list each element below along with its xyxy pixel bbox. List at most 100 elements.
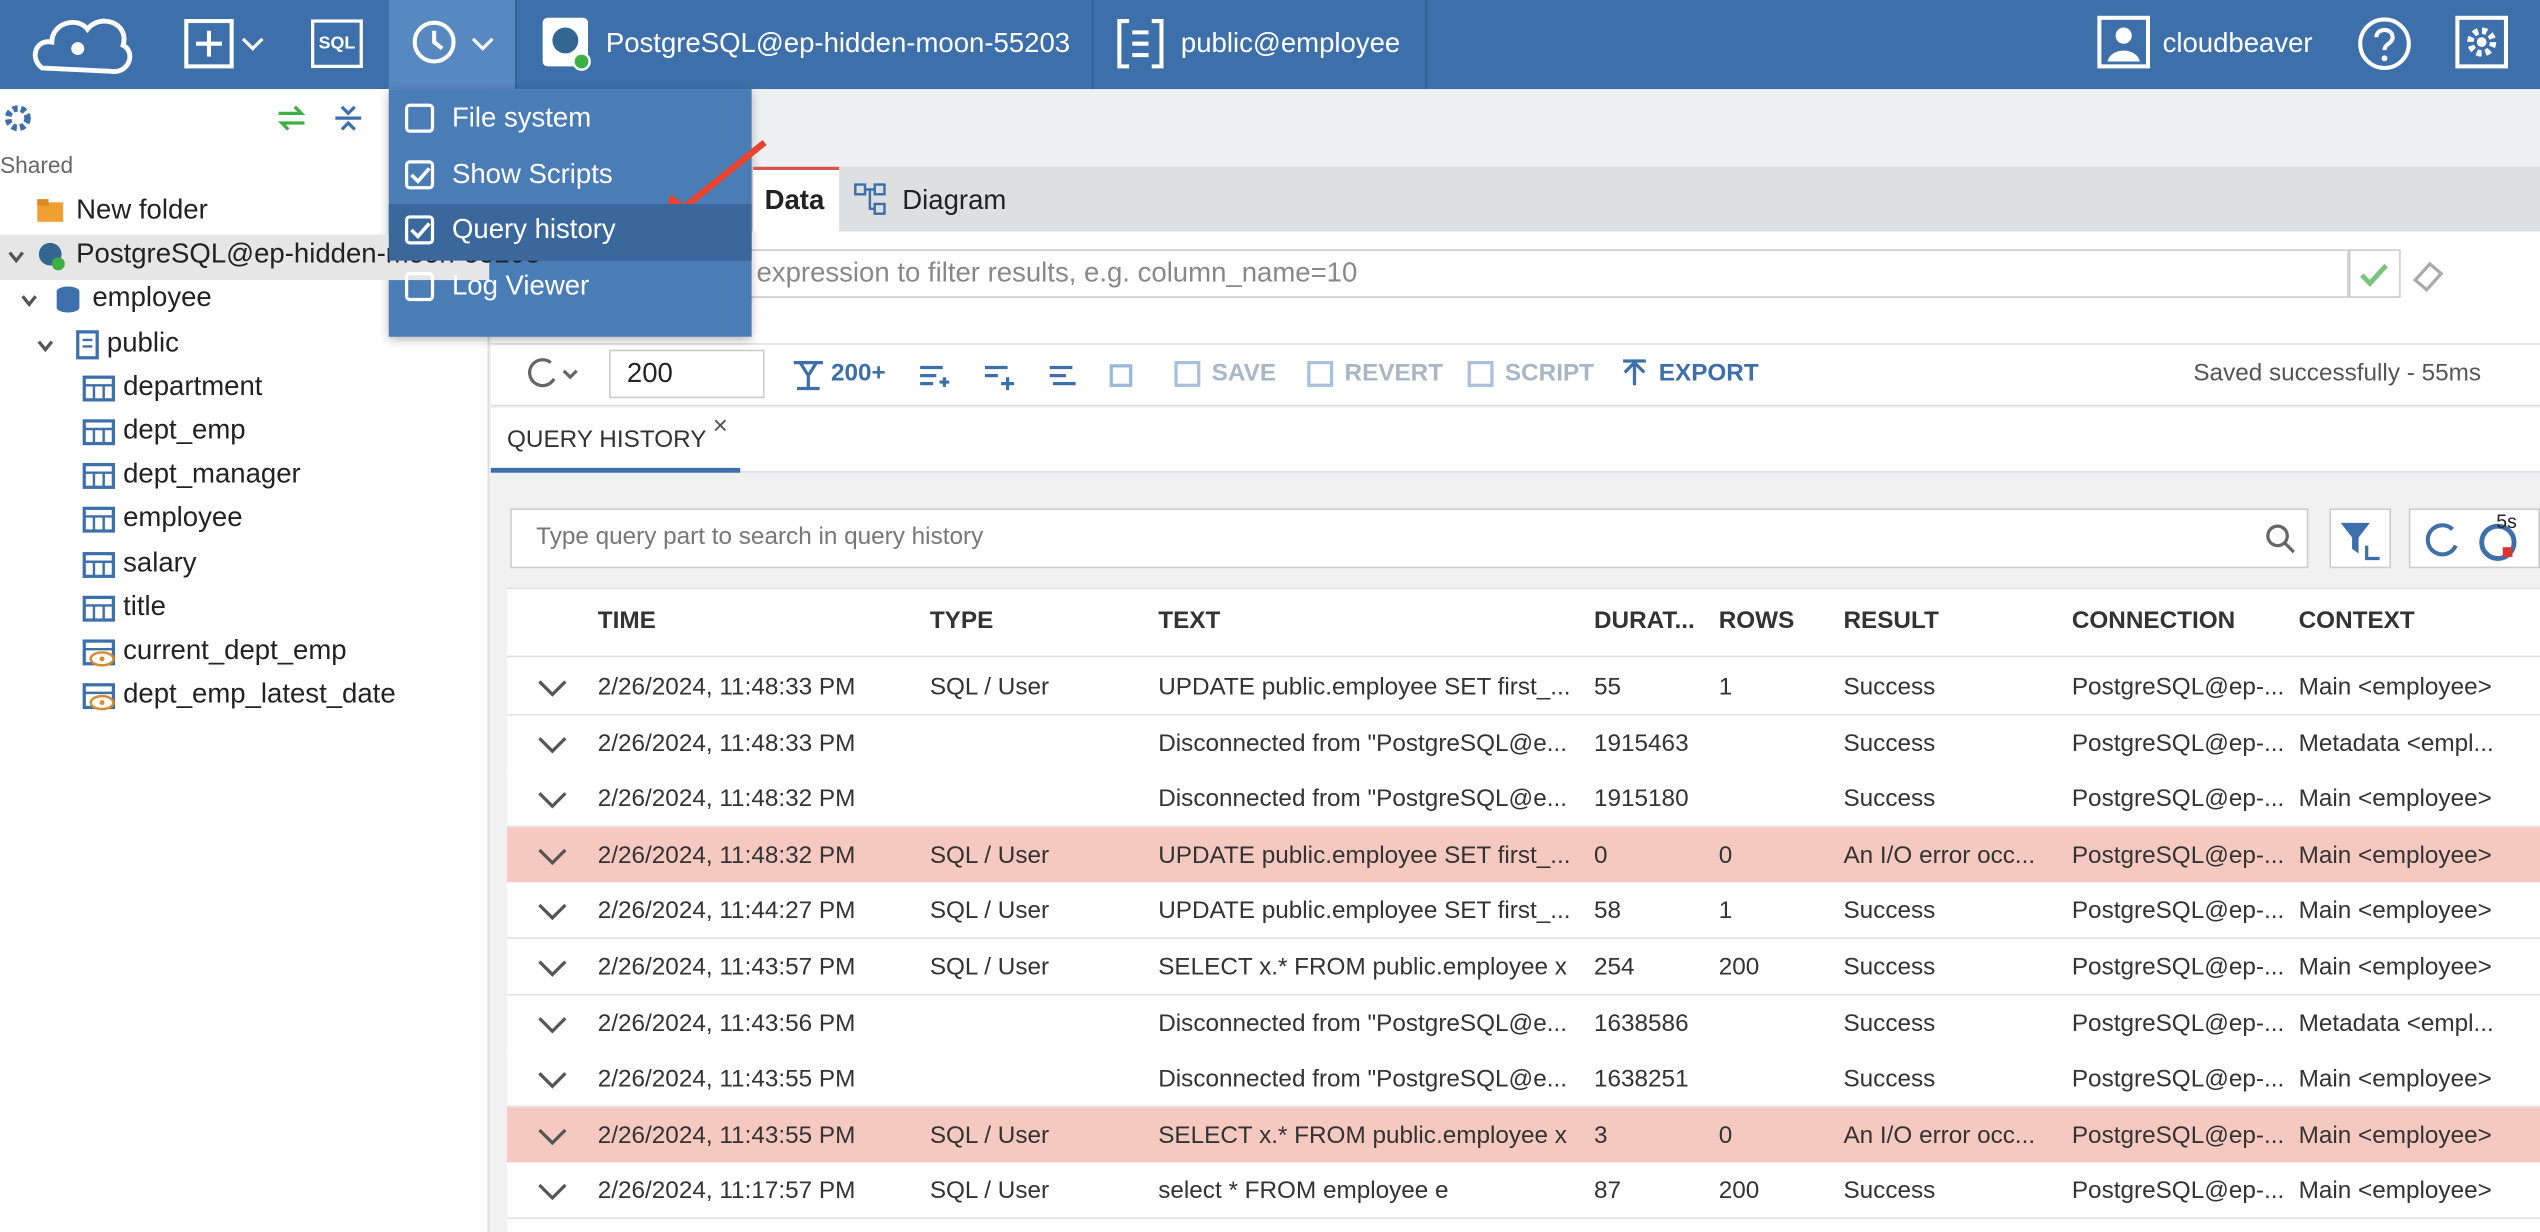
cell: 1 <box>1718 673 1733 701</box>
cell: SQL / User <box>929 1121 1050 1150</box>
history-row[interactable] <box>507 714 2540 772</box>
cell: 58 <box>1593 897 1622 926</box>
logo <box>32 18 133 74</box>
filter-placeholder: expression to filter results, e.g. colum… <box>756 257 1358 289</box>
clear-filter[interactable] <box>2410 259 2446 293</box>
column-header[interactable]: CONTEXT <box>2298 607 2415 635</box>
cell: Main <employee> <box>2298 897 2492 926</box>
schema-selector[interactable]: public@employee <box>1180 27 1401 59</box>
cell: 200 <box>1718 1177 1760 1206</box>
action-icon <box>1467 361 1494 387</box>
tree-item[interactable]: employee <box>123 502 243 534</box>
connection-icon <box>542 17 591 71</box>
history-row[interactable] <box>507 770 2540 828</box>
tree-item[interactable]: New folder <box>76 194 208 226</box>
user-name[interactable]: cloudbeaver <box>2162 27 2313 59</box>
column-header[interactable]: DURAT... <box>1593 607 1695 635</box>
expand-caret <box>21 295 37 308</box>
menu-item[interactable]: Query history <box>451 213 616 245</box>
fetch-size-input[interactable]: 200 <box>609 349 765 399</box>
history-tools-button[interactable] <box>388 0 516 90</box>
cell: SELECT x.* FROM public.employee x <box>1158 953 1567 982</box>
column-header[interactable]: ROWS <box>1718 607 1795 635</box>
apply-filter[interactable] <box>2348 249 2401 298</box>
cell: 0 <box>1718 841 1733 870</box>
action-button[interactable]: SCRIPT <box>1504 359 1595 387</box>
settings-button[interactable] <box>2455 15 2511 71</box>
expand-row <box>538 1072 567 1089</box>
row-edit-buttons[interactable] <box>917 358 1160 394</box>
tree-item[interactable]: salary <box>123 546 197 578</box>
tab-indicator <box>490 467 741 473</box>
history-search[interactable] <box>510 508 2309 569</box>
cell: 1915463 <box>1593 729 1689 757</box>
history-row[interactable] <box>507 658 2540 716</box>
sql-button[interactable]: SQL <box>311 19 363 68</box>
column-header[interactable]: TIME <box>597 607 656 635</box>
tree-icon <box>82 463 116 490</box>
history-row[interactable] <box>507 826 2540 884</box>
expand-row <box>538 680 567 697</box>
link-button[interactable] <box>275 104 307 133</box>
tree-icon <box>76 329 99 359</box>
cell: SQL / User <box>929 953 1050 982</box>
cell: Success <box>1843 1065 1936 1094</box>
cell: Success <box>1843 673 1936 701</box>
tree-item[interactable]: employee <box>92 282 212 314</box>
cell: 1915180 <box>1593 785 1689 813</box>
connection-selector[interactable]: PostgreSQL@ep-hidden-moon-55203 <box>605 27 1071 59</box>
filter-input[interactable] <box>745 249 2349 298</box>
auto-refresh[interactable] <box>2408 508 2540 569</box>
editor-tab[interactable]: Data <box>764 184 825 216</box>
expand-row <box>538 904 567 921</box>
menu-item[interactable]: Show Scripts <box>451 157 613 189</box>
collapse-button[interactable] <box>332 104 364 133</box>
cell: Disconnected from "PostgreSQL@e... <box>1158 1009 1567 1038</box>
menu-checkbox <box>404 271 435 301</box>
settings-icon[interactable] <box>3 104 32 133</box>
action-button[interactable]: REVERT <box>1344 359 1444 387</box>
query-history-tab[interactable]: QUERY HISTORY <box>507 425 707 454</box>
expand-caret <box>37 339 54 352</box>
history-row[interactable] <box>507 1163 2540 1220</box>
action-icon <box>1623 359 1646 386</box>
history-row[interactable] <box>507 1106 2540 1164</box>
history-row[interactable] <box>507 882 2540 940</box>
tree-icon <box>82 595 116 622</box>
cell: Disconnected from "PostgreSQL@e... <box>1158 729 1567 757</box>
tree-item[interactable]: dept_emp <box>123 414 246 446</box>
column-header[interactable]: TYPE <box>929 607 994 635</box>
cell: Success <box>1843 953 1936 982</box>
editor-tab[interactable]: Diagram <box>902 184 1007 216</box>
menu-item[interactable]: File system <box>451 101 592 133</box>
action-button[interactable]: EXPORT <box>1658 359 1759 387</box>
menu-highlight <box>388 204 752 261</box>
tree-item[interactable]: dept_emp_latest_date <box>123 678 396 710</box>
cell: Main <employee> <box>2298 953 2492 982</box>
refresh-button[interactable] <box>522 356 587 392</box>
history-row[interactable] <box>507 1050 2540 1108</box>
cell: 2/26/2024, 11:48:32 PM <box>597 785 856 813</box>
tree-item[interactable]: public <box>106 326 179 358</box>
new-button[interactable] <box>181 16 268 71</box>
fetch-all-button[interactable]: 200+ <box>831 359 886 387</box>
column-header[interactable]: TEXT <box>1158 607 1221 635</box>
user-icon <box>2097 15 2151 69</box>
column-header[interactable]: CONNECTION <box>2071 607 2236 635</box>
schema-icon <box>1117 19 1164 69</box>
tree-item[interactable]: department <box>123 370 263 402</box>
history-row[interactable] <box>507 938 2540 996</box>
help-button[interactable] <box>2357 16 2412 71</box>
action-button[interactable]: SAVE <box>1211 359 1277 387</box>
column-header[interactable]: RESULT <box>1843 607 1939 635</box>
tree-item[interactable]: current_dept_emp <box>123 634 347 666</box>
tree-item[interactable]: dept_manager <box>123 458 301 490</box>
cell: PostgreSQL@ep-... <box>2071 841 2285 870</box>
close-tab[interactable]: × <box>712 412 728 441</box>
cell: 2/26/2024, 11:43:55 PM <box>597 1121 856 1150</box>
history-row[interactable] <box>507 994 2540 1052</box>
filter-button[interactable] <box>2329 508 2391 569</box>
menu-item[interactable]: Log Viewer <box>451 270 590 301</box>
tree-item[interactable]: title <box>123 590 166 622</box>
